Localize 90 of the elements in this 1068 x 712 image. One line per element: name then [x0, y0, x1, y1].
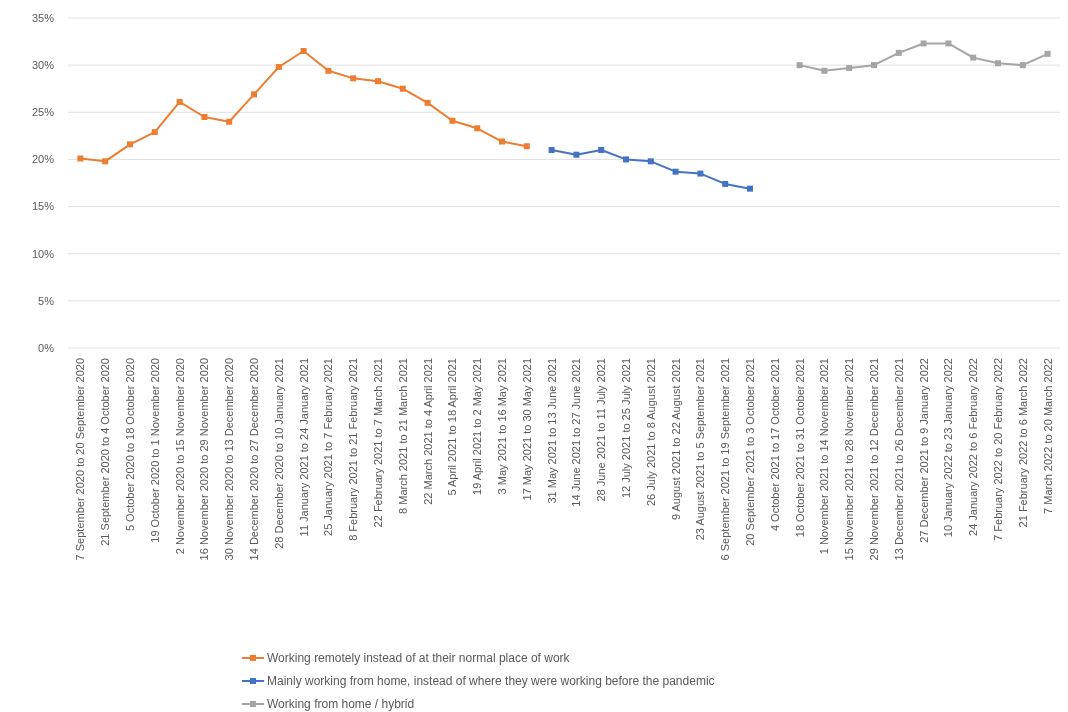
point: [623, 156, 629, 163]
y-tick-label: 0%: [38, 341, 55, 354]
x-tick-label: 27 December 2021 to 9 January 2022: [917, 358, 930, 543]
point: [1044, 50, 1051, 57]
x-tick-label: 15 November 2021 to 28 November 2021: [843, 358, 856, 561]
x-tick-label: 2 November 2020 to 15 November 2020: [173, 358, 186, 555]
point: [499, 138, 505, 145]
x-tick-label: 1 November 2021 to 14 November 2021: [818, 358, 831, 555]
point: [176, 98, 183, 105]
x-tick-label: 22 February 2021 to 7 March 2021: [372, 358, 384, 528]
point: [1019, 62, 1026, 69]
x-tick-label: 30 November 2020 to 13 December 2020: [223, 358, 236, 561]
x-tick-label: 28 December 2020 to 10 January 2021: [272, 358, 285, 549]
point: [275, 64, 282, 71]
x-tick-label: 20 September 2021 to 3 October 2021: [744, 358, 756, 546]
point: [995, 60, 1001, 67]
y-tick-label: 10%: [31, 247, 55, 260]
point: [474, 125, 481, 132]
point: [871, 62, 877, 69]
point: [672, 168, 679, 175]
x-tick-label: 10 January 2022 to 23 January 2022: [942, 358, 955, 538]
y-tick-label: 30%: [31, 58, 55, 71]
x-tick-label: 14 December 2020 to 27 December 2020: [248, 358, 260, 561]
x-tick-label: 6 September 2021 to 19 September 2021: [719, 358, 732, 561]
x-tick-label: 29 November 2021 to 12 December 2021: [868, 358, 880, 561]
y-tick-label: 20%: [31, 153, 55, 166]
x-tick-label: 25 January 2021 to 7 February 2021: [322, 358, 335, 536]
point: [796, 62, 803, 69]
point: [251, 91, 257, 98]
point: [77, 155, 84, 162]
x-tick-label: 12 July 2021 to 25 July 2021: [620, 358, 632, 499]
point: [300, 48, 307, 54]
x-tick-label: 8 February 2021 to 21 February 2021: [347, 358, 360, 541]
x-tick-label: 24 January 2022 to 6 February 2022: [967, 358, 980, 536]
x-tick-label: 26 July 2021 to 8 August 2021: [644, 358, 657, 507]
point: [102, 158, 109, 165]
x-tick-label: 11 January 2021 to 24 January 2021: [297, 358, 310, 537]
x-tick-label: 28 June 2021 to 11 July 2021: [595, 358, 608, 502]
point: [747, 185, 753, 192]
x-tick-label: 7 February 2022 to 20 February 2022: [992, 358, 1004, 541]
y-tick-label: 25%: [31, 106, 55, 119]
point: [375, 78, 381, 85]
point: [523, 143, 530, 150]
point: [970, 54, 977, 61]
y-tick-label: 35%: [31, 11, 55, 24]
point: [573, 151, 580, 158]
point: [399, 85, 406, 92]
x-tick-label: 19 October 2020 to 1 November 2020: [148, 358, 161, 543]
point: [350, 75, 357, 82]
point: [647, 158, 654, 165]
point: [697, 170, 704, 177]
point: [548, 147, 555, 153]
point: [325, 67, 332, 74]
legend-label: Working from home / hybrid: [267, 697, 415, 712]
point: [424, 99, 431, 106]
point: [151, 129, 158, 136]
x-tick-label: 8 March 2021 to 21 March 2021: [396, 358, 409, 514]
point: [127, 141, 133, 148]
point: [846, 64, 853, 71]
x-tick-label: 9 August 2021 to 22 August 2021: [669, 358, 682, 521]
y-tick-label: 5%: [38, 294, 55, 307]
x-tick-label: 3 May 2021 to 16 May 2021: [496, 358, 508, 495]
x-tick-label: 14 June 2021 to 27 June 2021: [570, 358, 583, 507]
x-tick-label: 18 October 2021 to 31 October 2021: [793, 358, 806, 538]
x-tick-label: 21 September 2020 to 4 October 2020: [99, 358, 112, 546]
x-tick-label: 21 February 2022 to 6 March 2022: [1016, 358, 1029, 528]
x-tick-label: 5 October 2020 to 18 October 2020: [124, 358, 136, 532]
point: [722, 180, 729, 187]
legend-label: Working remotely instead of at their normal place of work: [267, 651, 571, 666]
x-tick-label: 16 November 2020 to 29 November 2020: [198, 358, 211, 561]
x-tick-label: 31 May 2021 to 13 June 2021: [545, 358, 558, 504]
x-tick-label: 5 April 2021 to 18 April 2021: [446, 358, 459, 496]
x-tick-label: 13 December 2021 to 26 December 2021: [892, 358, 905, 561]
point: [945, 40, 952, 47]
x-tick-label: 17 May 2021 to 30 May 2021: [520, 358, 533, 501]
point: [821, 67, 828, 74]
x-tick-label: 7 September 2020 to 20 September 2020: [74, 358, 87, 561]
x-tick-label: 23 August 2021 to 5 September 2021: [694, 358, 707, 541]
point: [449, 117, 456, 124]
point: [201, 114, 208, 120]
x-tick-label: 19 April 2021 to 2 May 2021: [471, 358, 484, 495]
y-tick-label: 15%: [31, 200, 55, 213]
point: [226, 118, 233, 125]
point: [920, 40, 927, 47]
x-tick-label: 7 March 2022 to 20 March 2022: [1041, 358, 1054, 514]
point: [598, 147, 605, 153]
point: [895, 49, 902, 56]
x-tick-label: 22 March 2021 to 4 April 2021: [421, 358, 434, 505]
legend-label: Mainly working from home, instead of where they were working before the pandemic: [267, 674, 715, 689]
x-tick-label: 4 October 2021 to 17 October 2021: [768, 358, 781, 532]
